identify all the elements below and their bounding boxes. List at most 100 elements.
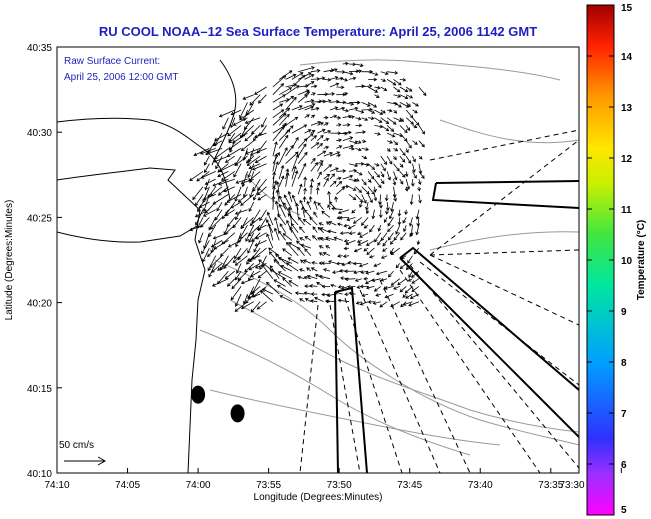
current-vector <box>230 286 242 301</box>
current-vector <box>317 76 326 81</box>
current-vector <box>317 150 327 157</box>
current-vector <box>282 277 293 287</box>
current-vector <box>365 270 375 275</box>
current-vector <box>386 148 391 152</box>
y-tick-label: 40:15 <box>27 384 52 395</box>
current-vector <box>254 86 267 95</box>
current-vector <box>291 154 300 172</box>
current-vector <box>203 155 210 166</box>
current-vector <box>368 77 378 82</box>
current-vector <box>209 255 223 269</box>
current-vector <box>382 247 388 252</box>
current-vector <box>310 114 316 119</box>
current-vector <box>342 136 354 142</box>
current-vector <box>278 195 286 210</box>
current-vector <box>306 267 312 272</box>
current-vector <box>317 237 324 241</box>
current-vector <box>218 178 235 186</box>
current-vector <box>228 140 242 150</box>
current-vector <box>232 117 248 126</box>
current-vector <box>336 123 342 127</box>
current-vector <box>335 261 343 266</box>
current-vector <box>379 301 388 308</box>
current-vector <box>387 70 399 75</box>
current-vector <box>280 265 293 272</box>
current-vector <box>337 284 343 289</box>
colorbar-tick-label: 12 <box>621 154 633 165</box>
current-vector <box>407 255 413 264</box>
current-vector <box>316 162 323 172</box>
current-vector <box>237 194 248 203</box>
current-vector <box>224 270 236 280</box>
current-vector <box>405 140 412 149</box>
current-vector <box>393 102 402 108</box>
current-vector <box>402 293 407 298</box>
current-vector <box>262 288 274 295</box>
current-vector <box>393 194 397 202</box>
current-vector <box>278 164 285 180</box>
current-vector <box>204 178 216 185</box>
current-vector <box>361 102 371 107</box>
current-vector <box>375 270 388 276</box>
current-vector <box>230 201 242 209</box>
current-vector <box>207 255 217 272</box>
y-axis-ticks: 40:35 40:30 40:25 40:20 40:15 40:10 <box>27 43 62 480</box>
current-vector <box>303 275 311 280</box>
current-vector <box>399 286 407 293</box>
current-vector <box>300 243 312 249</box>
current-vector <box>380 86 388 91</box>
current-vector <box>317 160 324 165</box>
current-vector <box>285 262 299 272</box>
current-vector <box>259 209 267 222</box>
solid-sector-line <box>399 257 579 438</box>
current-vector <box>399 77 407 82</box>
current-vector <box>367 102 378 108</box>
current-vector <box>411 286 420 292</box>
current-vector <box>276 284 293 295</box>
current-vector <box>272 141 278 157</box>
current-vector <box>240 140 255 152</box>
current-vector <box>336 186 346 195</box>
current-vector <box>278 147 288 164</box>
current-vector <box>368 116 375 121</box>
current-vector <box>229 140 236 153</box>
current-vector <box>321 210 331 218</box>
current-vector <box>287 190 293 203</box>
current-vector <box>268 251 280 264</box>
current-vector <box>252 186 261 201</box>
current-vector <box>309 216 318 226</box>
current-vector <box>204 148 223 156</box>
current-vector <box>327 229 337 234</box>
current-vector <box>256 140 267 154</box>
current-vector <box>402 301 413 306</box>
current-vector <box>404 186 409 192</box>
current-vector <box>399 94 409 100</box>
current-vector <box>344 277 356 282</box>
current-vector <box>328 221 337 226</box>
current-vector <box>346 217 356 222</box>
current-vector <box>386 117 397 125</box>
current-vector <box>408 217 413 227</box>
current-vector <box>323 115 329 120</box>
solid-sector-line <box>334 291 339 473</box>
current-vector <box>288 280 299 287</box>
current-vector <box>374 162 380 167</box>
current-vector <box>402 217 407 224</box>
current-vector <box>418 171 425 179</box>
current-vector <box>304 284 311 289</box>
solid-sector-line <box>431 182 579 209</box>
current-vector <box>380 232 388 242</box>
current-vector <box>410 179 415 187</box>
current-vector <box>359 284 369 289</box>
current-vector <box>323 268 331 272</box>
x-axis-label: Longitude (Degrees:Minutes) <box>254 492 383 503</box>
current-vector <box>357 240 369 246</box>
current-vector <box>361 139 367 143</box>
current-vector <box>269 269 286 280</box>
annotation-line-1: Raw Surface Current: <box>64 56 160 67</box>
current-vector <box>333 236 343 241</box>
current-vector <box>399 86 409 93</box>
current-vector <box>390 240 394 245</box>
current-vector <box>319 236 331 241</box>
current-vector <box>310 292 318 296</box>
